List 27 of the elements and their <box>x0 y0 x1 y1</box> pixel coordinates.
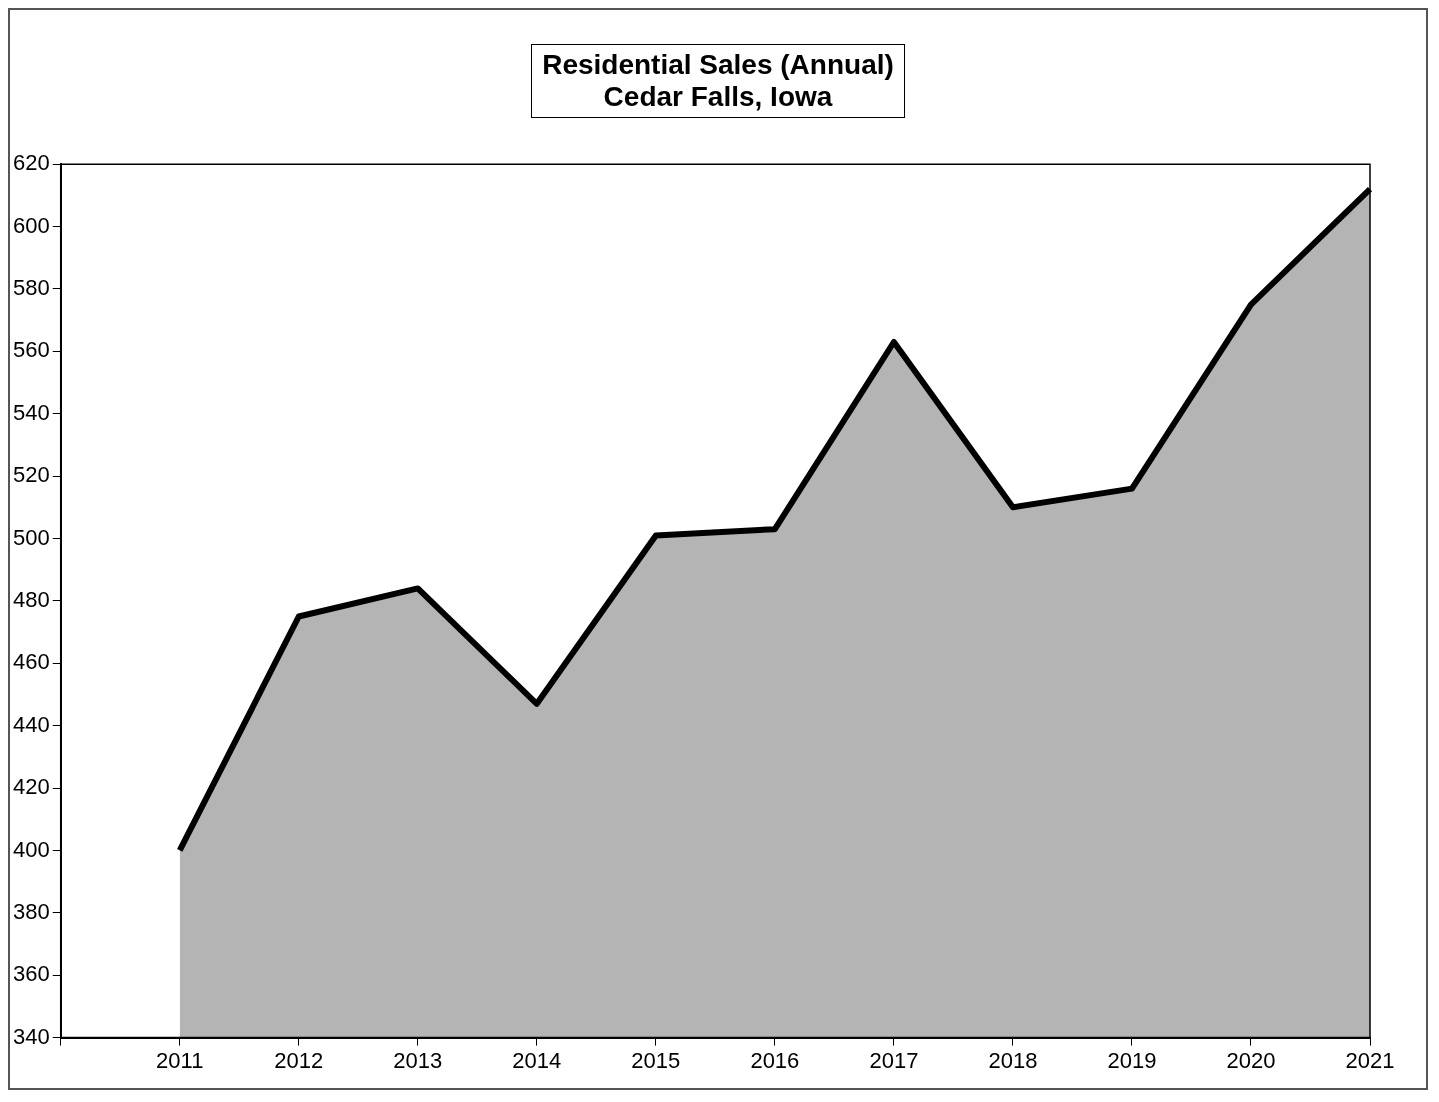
y-tick-label: 600 <box>12 212 50 238</box>
y-tick-label: 620 <box>12 150 50 176</box>
x-tick-label: 2019 <box>1107 1047 1157 1073</box>
y-tick-label: 360 <box>12 961 50 987</box>
x-tick-label: 2012 <box>274 1047 324 1073</box>
y-tick-label: 380 <box>12 898 50 924</box>
x-tick-label: 2018 <box>988 1047 1038 1073</box>
x-tick-label: 2015 <box>631 1047 681 1073</box>
y-tick-label: 500 <box>12 524 50 550</box>
x-tick-label: 2020 <box>1226 1047 1276 1073</box>
y-tick-label: 520 <box>12 462 50 488</box>
y-tick-label: 580 <box>12 275 50 301</box>
y-tick-label: 340 <box>12 1023 50 1049</box>
y-tick-label: 420 <box>12 774 50 800</box>
y-tick-label: 400 <box>12 836 50 862</box>
y-tick-label: 440 <box>12 711 50 737</box>
y-tick-label: 540 <box>12 399 50 425</box>
y-tick-label: 460 <box>12 649 50 675</box>
x-tick-label: 2014 <box>512 1047 562 1073</box>
y-tick-label: 560 <box>12 337 50 363</box>
y-tick-label: 480 <box>12 586 50 612</box>
x-tick-label: 2013 <box>393 1047 443 1073</box>
x-tick-label: 2017 <box>869 1047 919 1073</box>
x-tick-label: 2011 <box>156 1047 204 1073</box>
x-tick-label: 2016 <box>750 1047 800 1073</box>
x-tick-label: 2021 <box>1345 1047 1395 1073</box>
chart-title: Residential Sales (Annual) Cedar Falls, Iowa <box>531 44 905 118</box>
